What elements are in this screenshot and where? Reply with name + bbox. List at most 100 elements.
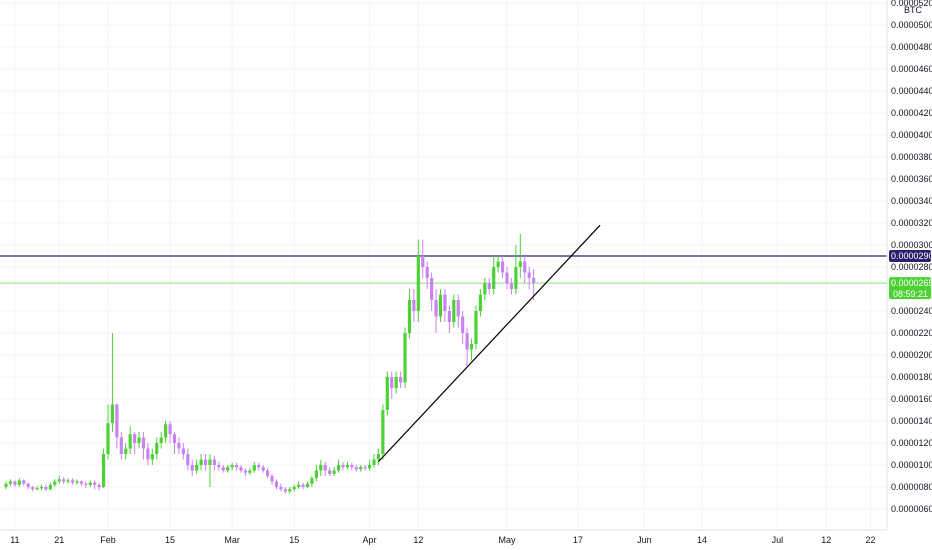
candle-body — [394, 377, 398, 388]
candle-body — [35, 488, 39, 490]
last-price-tag — [889, 277, 931, 300]
candle — [146, 443, 150, 465]
candle — [172, 432, 177, 454]
candle — [532, 269, 536, 300]
candle-body — [101, 454, 106, 487]
candle — [234, 462, 239, 471]
candle-body — [168, 424, 172, 435]
candle — [88, 480, 92, 487]
candle-body — [527, 272, 531, 278]
candle — [8, 479, 13, 486]
candle — [367, 459, 372, 471]
candle-body — [248, 470, 252, 473]
candle-body — [39, 487, 44, 489]
candle-body — [79, 481, 83, 484]
candle-body — [443, 294, 447, 311]
candle — [390, 371, 394, 399]
candle-body — [279, 487, 283, 490]
candle-body — [181, 448, 185, 454]
candle-body — [274, 481, 279, 487]
candle-body — [84, 483, 88, 485]
y-tick-label: 0.00000600 — [891, 504, 932, 514]
candle-body — [8, 481, 13, 484]
time-axis[interactable]: 11 21 Feb 15 Mar 15 Apr 12 May 17 Jun 14 Jul 12 22 — [10, 535, 875, 545]
x-tick-label: 21 — [54, 535, 64, 545]
candle — [425, 261, 429, 289]
candle-body — [434, 300, 438, 317]
candle-body — [403, 333, 407, 383]
candle-body — [461, 316, 465, 333]
candle-body — [496, 261, 500, 267]
candle — [336, 459, 341, 473]
candle — [350, 462, 354, 471]
candle-body — [469, 344, 474, 350]
candle — [35, 485, 39, 491]
x-tick-label: Jun — [637, 535, 652, 545]
candle — [101, 448, 106, 489]
candle — [412, 289, 416, 322]
candle — [106, 404, 110, 460]
candle-body — [44, 487, 48, 490]
candle — [79, 480, 83, 486]
candle — [314, 465, 318, 482]
candle — [341, 461, 345, 471]
candle — [66, 478, 70, 484]
x-tick-label: 14 — [697, 535, 707, 545]
candle-body — [341, 465, 345, 468]
trendline[interactable] — [377, 224, 601, 463]
x-tick-label: 12 — [413, 535, 423, 545]
candle-body — [292, 487, 296, 490]
x-tick-label: Apr — [363, 535, 377, 545]
candle-body — [53, 481, 57, 485]
candles — [4, 234, 536, 494]
candle — [292, 484, 296, 492]
candle — [128, 426, 132, 454]
candle — [288, 487, 292, 494]
candle-body — [301, 484, 305, 487]
candle — [252, 461, 256, 473]
candle — [430, 272, 434, 311]
candle-body — [421, 256, 425, 267]
candle-body — [57, 479, 61, 482]
candle-body — [203, 459, 208, 465]
candle — [354, 465, 358, 472]
candle-body — [159, 437, 163, 443]
candle — [110, 333, 115, 432]
candle-body — [48, 484, 52, 490]
bar-countdown: 08:59:21 — [893, 289, 928, 299]
candle — [399, 371, 403, 388]
candle — [141, 432, 146, 460]
candle-body — [212, 459, 216, 465]
candle-body — [297, 484, 301, 487]
candle-body — [465, 333, 469, 350]
candle — [345, 461, 349, 470]
candle-body — [110, 404, 115, 424]
resistance-price-tag — [889, 250, 931, 262]
candle — [301, 482, 305, 490]
candle-body — [509, 283, 514, 289]
candle-body — [199, 459, 203, 465]
candle-body — [399, 377, 403, 383]
candle-body — [93, 482, 97, 485]
candle — [305, 481, 310, 489]
candle — [221, 465, 225, 473]
candle — [150, 448, 154, 465]
x-tick-label: May — [498, 535, 516, 545]
candle-body — [363, 467, 367, 469]
candle-body — [172, 434, 177, 443]
candle — [97, 482, 101, 491]
candle — [266, 468, 270, 479]
candle — [381, 404, 385, 460]
